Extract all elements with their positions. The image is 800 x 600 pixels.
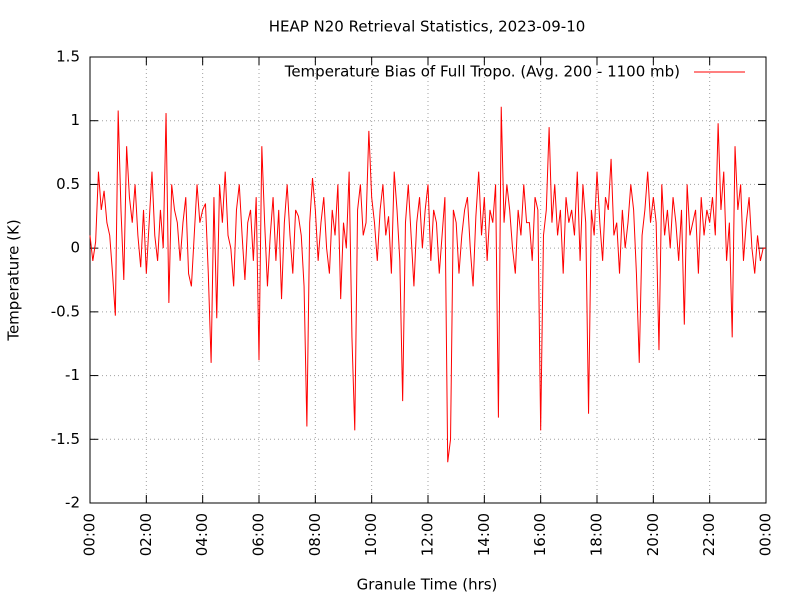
y-tick-label: -1.5	[51, 430, 80, 448]
x-tick-label: 04:00	[193, 513, 211, 556]
x-tick-label: 20:00	[644, 513, 662, 556]
x-tick-label: 22:00	[700, 513, 718, 556]
data-line	[89, 106, 766, 463]
y-tick-label: 0	[70, 239, 80, 257]
legend-label: Temperature Bias of Full Tropo. (Avg. 20…	[284, 63, 680, 81]
y-tick-label: -2	[65, 494, 80, 512]
y-tick-label: 1	[70, 111, 80, 129]
y-tick-label: -0.5	[51, 302, 80, 320]
chart-title: HEAP N20 Retrieval Statistics, 2023-09-1…	[269, 18, 586, 36]
y-tick-label: -1	[65, 366, 80, 384]
plot-frame	[89, 56, 767, 504]
x-tick-label: 14:00	[475, 513, 493, 556]
x-tick-label: 02:00	[137, 513, 155, 556]
x-tick-label: 18:00	[588, 513, 606, 556]
x-tick-label: 12:00	[419, 513, 437, 556]
y-axis-label: Temperature (K)	[5, 219, 23, 341]
y-tick-label: 0.5	[56, 175, 80, 193]
y-tick-label: 1.5	[56, 48, 80, 66]
x-tick-label: 16:00	[531, 513, 549, 556]
x-axis-label: Granule Time (hrs)	[357, 576, 498, 594]
x-tick-label: 06:00	[250, 513, 268, 556]
x-tick-label: 00:00	[81, 513, 99, 556]
x-tick-label: 10:00	[362, 513, 380, 556]
x-tick-label: 00:00	[757, 513, 775, 556]
x-tick-label: 08:00	[306, 513, 324, 556]
